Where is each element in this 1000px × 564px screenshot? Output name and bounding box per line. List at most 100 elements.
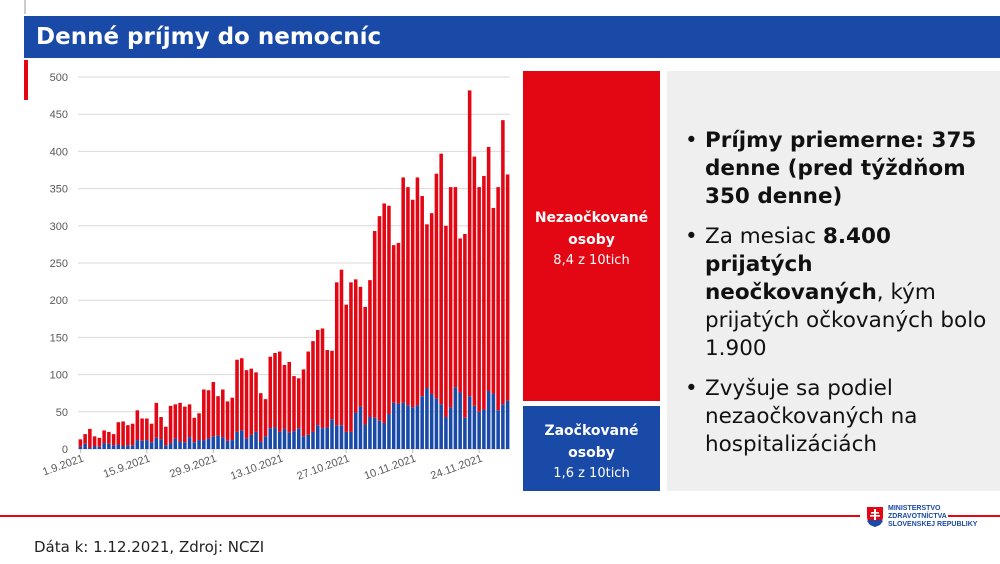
bar-unvaccinated: [429, 213, 434, 394]
bar-vaccinated: [377, 420, 382, 449]
bar-vaccinated: [315, 425, 320, 449]
bar-unvaccinated: [282, 364, 287, 429]
bar-unvaccinated: [168, 405, 173, 444]
bar-vaccinated: [301, 436, 306, 449]
x-tick-label: 1.9.2021: [41, 453, 85, 479]
bar-vaccinated: [149, 442, 154, 449]
bar-vaccinated: [168, 443, 173, 449]
bar-vaccinated: [339, 425, 344, 449]
bar-vaccinated: [415, 405, 420, 449]
bullet-text: Zvyšuje sa podiel nezaočkovaných na hosp…: [705, 376, 918, 457]
y-tick-label: 250: [50, 258, 68, 270]
bar-vaccinated: [111, 445, 116, 449]
bar-unvaccinated: [111, 434, 116, 446]
bar-vaccinated: [401, 402, 405, 449]
bar-vaccinated: [410, 407, 415, 449]
bar-unvaccinated: [126, 425, 130, 446]
bar-vaccinated: [164, 445, 168, 449]
bar-vaccinated: [429, 393, 434, 449]
bar-vaccinated: [140, 440, 144, 449]
bar-vaccinated: [448, 407, 453, 449]
bar-vaccinated: [501, 404, 505, 449]
bar-vaccinated: [467, 396, 472, 449]
bar-vaccinated: [325, 427, 330, 449]
bar-unvaccinated: [353, 279, 358, 413]
bar-unvaccinated: [382, 203, 386, 423]
bar-unvaccinated: [477, 187, 481, 412]
bar-unvaccinated: [301, 369, 306, 437]
bar-unvaccinated: [496, 187, 500, 411]
bar-unvaccinated: [235, 359, 239, 432]
bar-vaccinated: [88, 447, 92, 449]
bar-vaccinated: [183, 442, 187, 449]
bar-unvaccinated: [410, 199, 415, 408]
bullet-average: Príjmy priemerne: 375 denne (pred týždňo…: [679, 127, 990, 211]
bar-vaccinated: [206, 438, 211, 449]
bar-unvaccinated: [463, 233, 467, 418]
bar-unvaccinated: [467, 90, 472, 397]
bar-unvaccinated: [116, 422, 121, 445]
summary-panel: Príjmy priemerne: 375 denne (pred týždňo…: [667, 71, 1000, 491]
bar-vaccinated: [358, 406, 363, 449]
accent-mark: [24, 60, 28, 100]
bar-unvaccinated: [244, 370, 249, 439]
bar-vaccinated: [249, 434, 254, 449]
bar-unvaccinated: [486, 146, 491, 391]
bar-unvaccinated: [221, 389, 225, 438]
bar-unvaccinated: [287, 361, 292, 433]
bar-vaccinated: [121, 446, 125, 449]
bar-vaccinated: [306, 434, 311, 449]
bar-unvaccinated: [83, 434, 87, 444]
bar-vaccinated: [154, 437, 159, 449]
bar-unvaccinated: [173, 404, 178, 439]
bar-vaccinated: [344, 431, 348, 449]
bar-vaccinated: [458, 392, 462, 449]
y-tick-label: 100: [50, 370, 68, 382]
bar-vaccinated: [225, 440, 230, 449]
bar-unvaccinated: [339, 269, 344, 426]
bar-unvaccinated: [145, 418, 149, 441]
bar-unvaccinated: [92, 436, 97, 447]
bar-unvaccinated: [296, 378, 301, 429]
bullet-month: Za mesiac 8.400 prijatých neočkovaných, …: [679, 223, 990, 363]
bar-unvaccinated: [149, 423, 154, 443]
bar-unvaccinated: [140, 418, 144, 441]
bar-vaccinated: [268, 428, 273, 449]
bar-unvaccinated: [334, 282, 339, 426]
bar-vaccinated: [486, 390, 491, 449]
bar-vaccinated: [372, 417, 377, 449]
bar-vaccinated: [505, 400, 510, 449]
y-tick-label: 450: [50, 109, 68, 121]
bar-vaccinated: [197, 440, 201, 449]
bar-unvaccinated: [97, 437, 102, 447]
bar-unvaccinated: [268, 356, 273, 429]
x-tick-label: 15.9.2021: [102, 453, 152, 481]
x-tick-label: 27.10.2021: [295, 453, 351, 483]
bar-vaccinated: [130, 445, 135, 449]
bar-unvaccinated: [401, 177, 405, 403]
unvaccinated-title: Nezaočkované: [534, 210, 649, 226]
bar-unvaccinated: [482, 175, 486, 410]
bar-vaccinated: [159, 439, 163, 449]
bar-vaccinated: [491, 393, 496, 449]
data-source: Dáta k: 1.12.2021, Zdroj: NCZI: [34, 538, 265, 556]
bar-unvaccinated: [254, 372, 258, 432]
y-tick-label: 200: [50, 295, 68, 307]
bullet-bold: 8.400 prijatých neočkovaných: [705, 224, 891, 305]
bar-unvaccinated: [216, 396, 220, 436]
bar-vaccinated: [444, 417, 448, 449]
bar-unvaccinated: [130, 423, 135, 446]
bar-unvaccinated: [273, 353, 277, 428]
bar-vaccinated: [244, 438, 249, 449]
bar-vaccinated: [211, 436, 216, 449]
bar-vaccinated: [420, 396, 424, 449]
bar-unvaccinated: [363, 306, 367, 425]
bar-vaccinated: [235, 431, 239, 449]
bar-vaccinated: [202, 440, 206, 449]
bar-unvaccinated: [425, 224, 429, 388]
bar-vaccinated: [434, 398, 439, 449]
bar-unvaccinated: [277, 351, 282, 432]
y-tick-label: 400: [50, 146, 68, 158]
bar-vaccinated: [320, 428, 325, 449]
bar-vaccinated: [102, 443, 106, 449]
